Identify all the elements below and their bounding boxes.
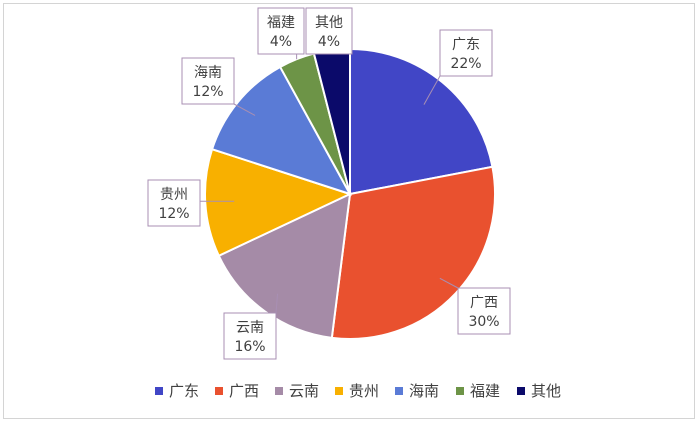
callout-7: 其他 4% bbox=[305, 7, 353, 55]
data-label-value: 16% bbox=[234, 339, 265, 355]
callout-box bbox=[457, 287, 511, 335]
legend-swatch bbox=[517, 387, 525, 395]
data-label-value: 12% bbox=[192, 84, 223, 100]
data-label-value: 4% bbox=[270, 34, 292, 50]
data-label-name: 广东 bbox=[452, 37, 480, 53]
callout-box bbox=[257, 7, 305, 55]
data-label-name: 云南 bbox=[236, 320, 264, 336]
legend-swatch bbox=[155, 387, 163, 395]
legend-item-4: 贵州 bbox=[335, 382, 379, 400]
data-label-name: 福建 bbox=[267, 15, 295, 31]
legend: 广东 广西 云南 贵州 海南 福建 其他 bbox=[155, 382, 561, 400]
data-label-value: 22% bbox=[450, 56, 481, 72]
legend-label: 福建 bbox=[470, 382, 500, 400]
callout-4: 贵州 12% bbox=[147, 179, 235, 227]
legend-swatch bbox=[215, 387, 223, 395]
legend-label: 贵州 bbox=[349, 382, 379, 400]
callout-box bbox=[147, 179, 201, 227]
legend-label: 云南 bbox=[289, 382, 319, 400]
callout-6: 福建 4% bbox=[257, 7, 305, 60]
legend-label: 广西 bbox=[229, 382, 259, 400]
legend-item-3: 云南 bbox=[275, 382, 319, 400]
data-label-callouts: 广东 22% 广西 30% 云南 16% 贵州 12% 海南 12% 福建 4% 其他 4% bbox=[147, 7, 511, 360]
pie-slices bbox=[204, 47, 496, 340]
data-label-name: 广西 bbox=[470, 295, 498, 311]
legend-label: 海南 bbox=[409, 382, 439, 400]
callout-box bbox=[439, 29, 493, 77]
data-label-value: 12% bbox=[158, 206, 189, 222]
data-label-name: 其他 bbox=[315, 15, 343, 31]
legend-item-7: 其他 bbox=[517, 382, 561, 400]
callout-box bbox=[223, 312, 277, 360]
callout-5: 海南 12% bbox=[181, 57, 256, 116]
data-label-name: 海南 bbox=[194, 65, 222, 81]
legend-label: 广东 bbox=[169, 382, 199, 400]
legend-item-1: 广东 bbox=[155, 382, 199, 400]
callout-pointer bbox=[423, 75, 441, 105]
callout-pointer bbox=[233, 103, 256, 116]
legend-swatch bbox=[275, 387, 283, 395]
callout-box bbox=[181, 57, 235, 105]
callout-box bbox=[305, 7, 353, 55]
data-label-value: 30% bbox=[468, 314, 499, 330]
data-label-name: 贵州 bbox=[160, 187, 188, 203]
legend-item-6: 福建 bbox=[456, 382, 500, 400]
pie-slice-2 bbox=[330, 165, 496, 340]
legend-swatch bbox=[395, 387, 403, 395]
pie-slice-5 bbox=[210, 65, 353, 196]
legend-item-5: 海南 bbox=[395, 382, 439, 400]
callout-3: 云南 16% bbox=[223, 293, 279, 360]
callout-1: 广东 22% bbox=[423, 29, 493, 105]
pie-slice-3 bbox=[217, 192, 352, 339]
legend-swatch bbox=[335, 387, 343, 395]
pie-slice-4 bbox=[204, 147, 353, 258]
legend-label: 其他 bbox=[531, 382, 561, 400]
legend-swatch bbox=[456, 387, 464, 395]
data-label-value: 4% bbox=[318, 34, 340, 50]
callout-pointer bbox=[275, 293, 279, 314]
legend-item-2: 广西 bbox=[215, 382, 259, 400]
callout-pointer bbox=[439, 277, 459, 289]
callout-2: 广西 30% bbox=[439, 277, 511, 335]
pie-slice-1 bbox=[349, 47, 494, 196]
